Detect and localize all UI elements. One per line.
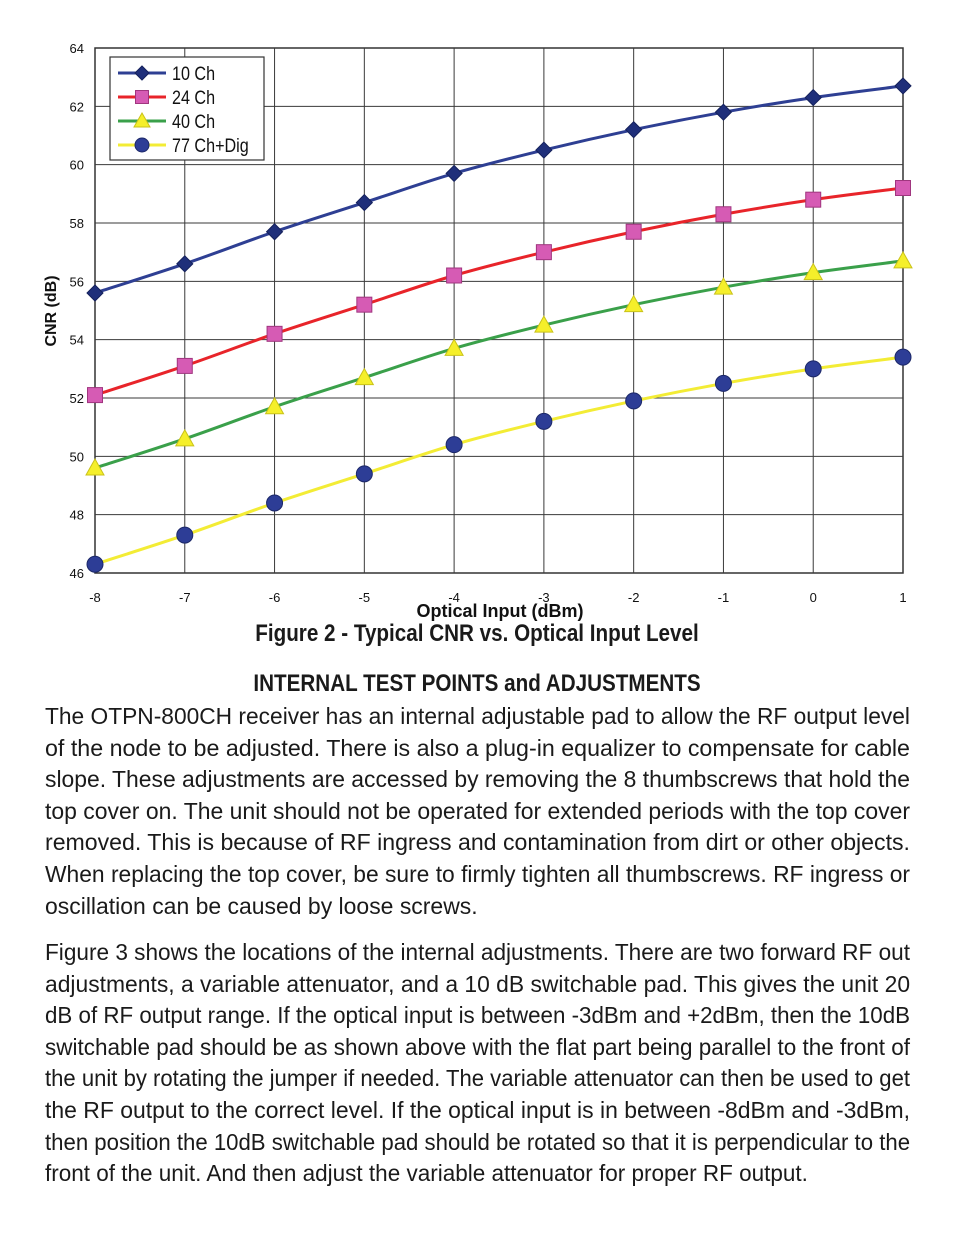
y-tick-label: 58 [70,216,84,231]
data-point-0 [804,88,822,107]
paragraph-test-points: The OTPN-800CH receiver has an internal … [45,701,910,922]
legend-label: 10 Ch [172,63,215,85]
paragraph-line: the unit by rotating the jumper if neede… [45,1065,911,1092]
data-point-2 [713,277,734,295]
data-point-3 [714,374,732,392]
series-line-3 [94,355,904,566]
legend-marker-1 [135,90,149,104]
x-tick-label: -4 [448,590,460,605]
data-point-0 [355,193,374,212]
y-tick-label: 64 [70,41,84,56]
data-point-2 [85,457,105,476]
paragraph-line: adjustments, a variable attenuator, and … [45,970,911,997]
data-point-1 [446,267,463,284]
data-point-3 [176,526,194,544]
data-point-1 [266,325,283,342]
paragraph-line: When replacing the top cover, be sure to… [45,860,911,887]
series-line-1 [94,186,904,397]
data-point-0 [445,164,463,183]
data-point-0 [265,223,284,241]
data-point-2 [354,367,375,386]
y-tick-label: 48 [70,508,84,523]
data-point-3 [86,555,104,573]
paragraph-line: oscillation can be caused by loose screw… [45,892,478,919]
paragraph-line: the RF output to the correct level. If t… [45,1096,911,1123]
data-point-2 [803,262,824,281]
cnr-chart: -8 -7 -6 -5 -4 -3 -2 -1 0 1 46 48 50 52 54 56 58 60 62 64 Op… [43,41,913,621]
data-point-2 [893,250,913,269]
data-point-1 [87,387,103,404]
legend-label: 24 Ch [172,87,215,109]
paragraph-line: switchable pad should be as shown above … [45,1033,910,1060]
data-point-3 [266,494,284,512]
legend-label: 77 Ch+Dig [172,135,249,157]
legend-marker-2 [133,111,151,128]
paragraph-line: front of the unit. And then adjust the v… [45,1160,808,1187]
y-tick-label: 46 [70,566,84,581]
x-tick-label: -2 [628,590,640,605]
data-point-3 [625,392,643,410]
y-tick-label: 54 [70,333,84,348]
legend-marker-0 [134,65,150,81]
data-point-0 [714,103,733,121]
data-point-0 [176,255,194,273]
legend-label: 40 Ch [172,111,215,133]
data-point-1 [805,191,822,208]
data-point-0 [624,120,643,139]
x-tick-label: -7 [179,590,191,605]
cnr-chart-svg: -8 -7 -6 -5 -4 -3 -2 -1 0 1 46 48 50 52 54 56 58 60 62 64 Op… [43,41,913,621]
data-point-1 [625,223,642,240]
x-axis-label: Optical Input (dBm) [417,601,584,621]
x-tick-label: -6 [269,590,281,605]
x-tick-label: -3 [538,590,550,605]
y-tick-label: 56 [70,274,84,289]
data-point-2 [174,428,195,447]
data-point-2 [264,396,285,415]
data-point-0 [86,284,104,302]
series-line-2 [94,259,904,470]
y-axis-label: CNR (dB) [43,275,60,346]
data-point-1 [535,244,552,261]
data-point-3 [804,360,822,378]
paragraph-line: removed. This is because of RF ingress a… [45,829,910,856]
y-tick-label: 52 [70,391,84,406]
data-point-2 [534,315,554,333]
paragraph-line: of the node to be adjusted. There is als… [45,734,910,761]
data-point-3 [894,348,912,366]
data-point-1 [356,296,373,313]
y-tick-label: 62 [70,99,84,114]
legend-marker-3 [134,137,150,153]
data-point-3 [355,465,373,483]
paragraph-line: then position the 10dB switchable pad sh… [45,1128,911,1155]
data-point-3 [535,412,553,430]
x-tick-label: -5 [359,590,371,605]
data-point-1 [895,180,911,196]
paragraph-line: top cover on. The unit should not be ope… [45,797,911,824]
data-point-1 [715,206,732,223]
series-line-0 [94,84,904,295]
data-point-3 [445,436,463,454]
y-tick-label: 50 [70,449,84,464]
paragraph-line: slope. These adjustments are accessed by… [45,766,911,793]
data-point-0 [535,141,553,159]
data-point-0 [894,77,912,95]
x-tick-label: -1 [718,590,730,605]
x-tick-label: 1 [899,590,906,605]
paragraph-line: Figure 3 shows the locations of the inte… [45,939,911,965]
x-tick-label: 0 [810,590,817,605]
paragraph-line: dB of RF output range. If the optical in… [45,1002,911,1029]
paragraph-line: The OTPN-800CH receiver has an internal … [45,703,910,729]
y-tick-label: 60 [70,158,84,173]
figure-caption: Figure 2 - Typical CNR vs. Optical Input… [255,620,699,647]
data-point-2 [444,338,464,356]
paragraph-adjustments: Figure 3 shows the locations of the inte… [45,937,910,1190]
data-point-1 [176,357,193,374]
x-tick-label: -8 [89,590,101,605]
data-point-2 [623,294,644,313]
section-heading: INTERNAL TEST POINTS and ADJUSTMENTS [253,670,701,697]
